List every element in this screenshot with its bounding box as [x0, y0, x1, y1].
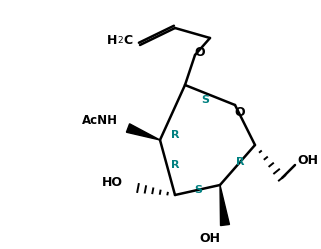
- Text: S: S: [194, 185, 202, 195]
- Text: R: R: [171, 130, 179, 140]
- Text: H: H: [107, 34, 117, 47]
- Polygon shape: [126, 124, 160, 140]
- Text: S: S: [201, 95, 209, 105]
- Text: OH: OH: [199, 232, 221, 245]
- Text: HO: HO: [101, 176, 123, 188]
- Text: OH: OH: [298, 153, 318, 167]
- Text: R: R: [171, 160, 179, 170]
- Polygon shape: [220, 185, 230, 226]
- Text: 2: 2: [117, 36, 123, 45]
- Text: O: O: [235, 106, 245, 119]
- Text: O: O: [195, 46, 205, 59]
- Text: AcNH: AcNH: [82, 114, 118, 126]
- Text: C: C: [124, 34, 133, 47]
- Text: R: R: [236, 157, 244, 167]
